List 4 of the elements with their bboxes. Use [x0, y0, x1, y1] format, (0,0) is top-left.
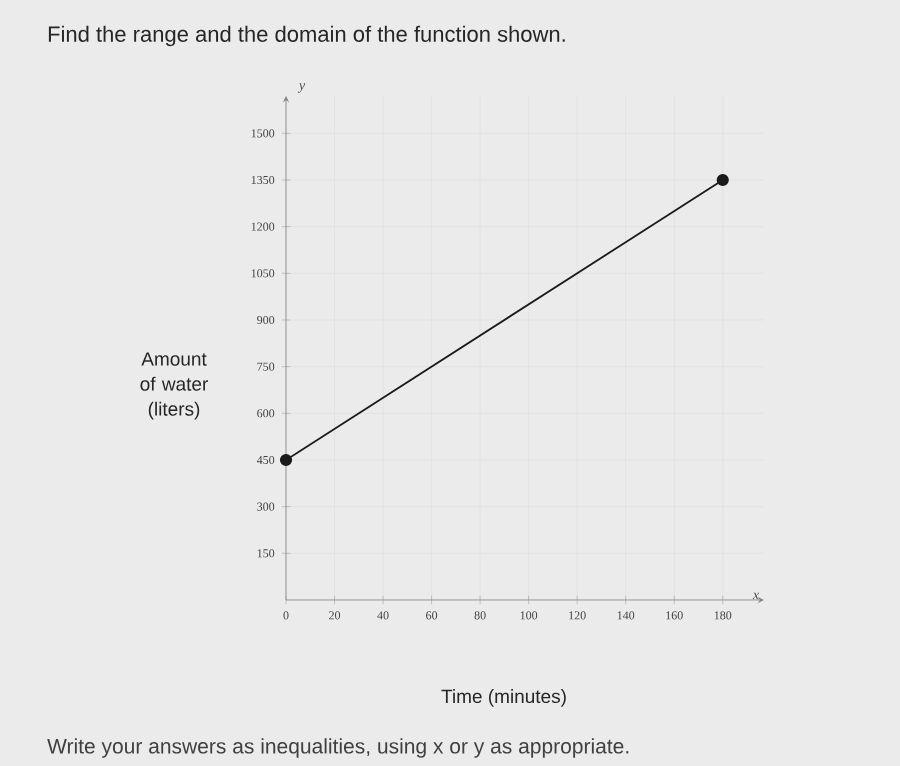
text: Write your answers as inequalities, using x or y as appropriate.: [47, 738, 629, 758]
chart-title: Find the range and the domain of the function shown.: [48, 25, 565, 47]
y-axis-title: Amount of water (liters): [140, 352, 209, 420]
x-axis-title: Time (minutes): [441, 689, 566, 707]
